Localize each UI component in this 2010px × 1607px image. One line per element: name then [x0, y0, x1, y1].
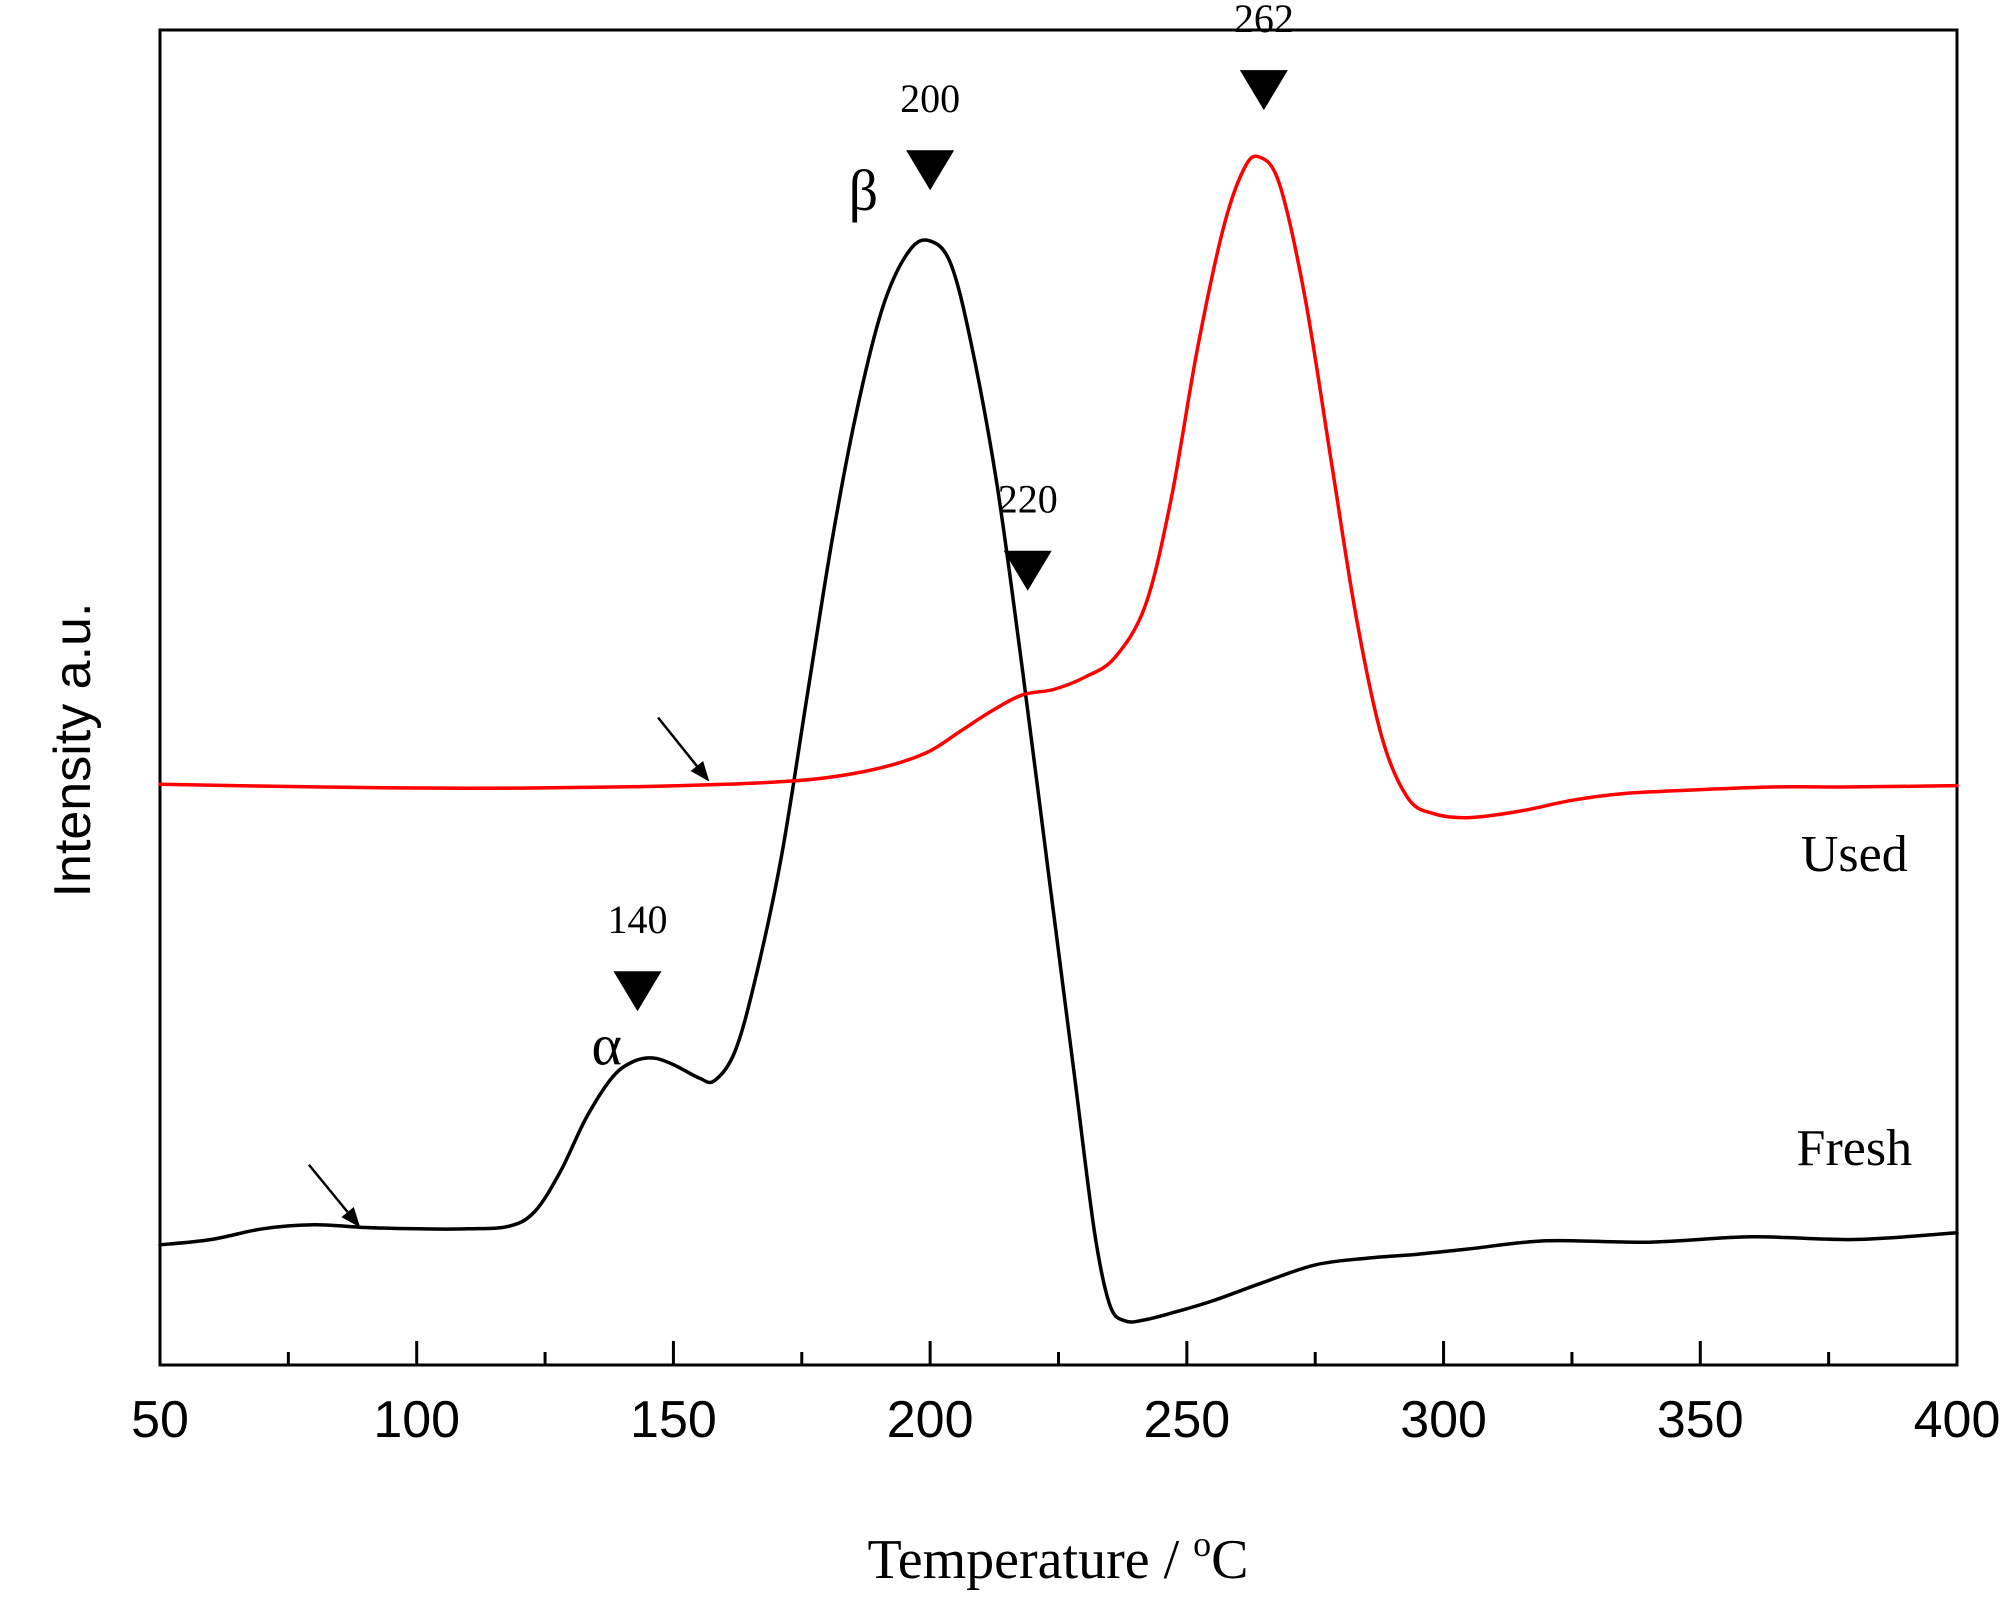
x-axis-title: Temperature / oC — [867, 1524, 1248, 1591]
peak-marker-triangle — [613, 971, 662, 1012]
x-tick-label: 300 — [1400, 1391, 1487, 1449]
peak-marker-label: 262 — [1234, 0, 1294, 41]
onset-arrow-shaft — [657, 716, 698, 767]
peak-marker-label: 200 — [900, 76, 960, 121]
series-layer — [158, 154, 1959, 1324]
greek-peak-label: α — [591, 1013, 621, 1078]
y-axis-title: Intensity a.u. — [44, 603, 102, 898]
series-label: Fresh — [1797, 1120, 1913, 1177]
onset-arrow-head — [690, 760, 710, 782]
series-line-fresh — [158, 238, 1959, 1324]
x-tick-label: 50 — [131, 1391, 189, 1449]
greek-peak-label: β — [849, 158, 879, 223]
peak-marker-label: 220 — [998, 477, 1058, 522]
peak-marker-triangle — [906, 150, 955, 191]
x-axis-title-suffix: C — [1211, 1529, 1248, 1591]
x-axis-title-sup: o — [1193, 1524, 1211, 1564]
onset-arrow-head — [341, 1206, 361, 1228]
x-axis-tick-labels: 50 100 150 200 250 300 350 400 — [131, 1391, 2000, 1449]
peak-marker-triangle — [1239, 70, 1288, 111]
x-tick-label: 200 — [887, 1391, 974, 1449]
onset-arrow-shaft — [307, 1163, 349, 1213]
x-axis-ticks — [158, 1341, 1959, 1365]
plot-frame — [158, 28, 1959, 1367]
peak-marker-triangle — [1003, 550, 1052, 591]
x-tick-label: 350 — [1657, 1391, 1744, 1449]
annotation-layer: 140 200 220 262 α β Used Fresh — [307, 0, 1913, 1228]
x-tick-label: 150 — [630, 1391, 717, 1449]
peak-marker-label: 140 — [607, 897, 667, 942]
series-line-used — [158, 154, 1959, 820]
x-tick-label: 400 — [1914, 1391, 2001, 1449]
series-label: Used — [1801, 826, 1908, 883]
x-axis-title-prefix: Temperature / — [867, 1529, 1193, 1591]
x-tick-label: 100 — [373, 1391, 460, 1449]
x-tick-label: 250 — [1143, 1391, 1230, 1449]
